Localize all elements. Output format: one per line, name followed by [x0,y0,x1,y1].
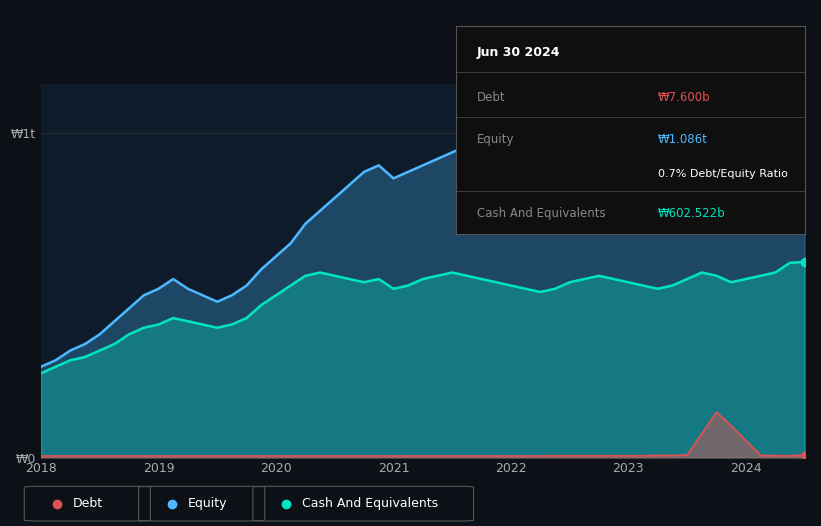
Text: Debt: Debt [73,497,103,510]
Text: ₩7.600b: ₩7.600b [658,92,711,105]
Text: Jun 30 2024: Jun 30 2024 [476,46,560,59]
Text: Cash And Equivalents: Cash And Equivalents [302,497,438,510]
Text: Equity: Equity [476,133,514,146]
Text: Equity: Equity [187,497,227,510]
Text: Cash And Equivalents: Cash And Equivalents [476,207,605,220]
Text: 0.7% Debt/Equity Ratio: 0.7% Debt/Equity Ratio [658,169,788,179]
Text: ₩1.086t: ₩1.086t [658,133,708,146]
Text: ₩602.522b: ₩602.522b [658,207,726,220]
Text: Debt: Debt [476,92,505,105]
